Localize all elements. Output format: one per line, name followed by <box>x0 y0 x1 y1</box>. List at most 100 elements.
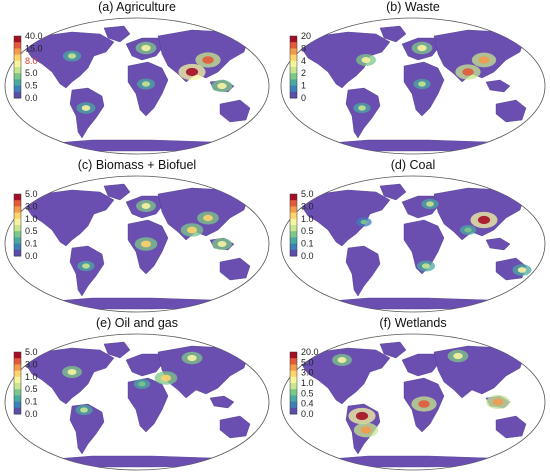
legend-swatch-1 <box>290 200 297 207</box>
land-layer <box>299 183 532 310</box>
hotspot-2-core <box>492 398 504 406</box>
legend-label-4: 0.5 <box>25 81 38 91</box>
legend-swatch-8 <box>14 243 21 251</box>
legend-frame <box>13 351 22 415</box>
legend-swatch-2 <box>14 364 21 372</box>
legend-swatch-8 <box>290 243 297 251</box>
hotspot-4-core <box>464 227 472 233</box>
land-greenland <box>103 25 131 43</box>
hotspot-4-core <box>337 357 347 363</box>
legend-swatch-9 <box>290 249 297 257</box>
hotspot-4-core <box>67 53 77 59</box>
legend-label-1: 3.0 <box>25 201 38 211</box>
legend-label-3: 2 <box>301 68 306 78</box>
hotspot-6-core <box>217 82 227 90</box>
legend-label-5: 0.0 <box>25 409 38 419</box>
legend-swatch-3 <box>14 212 21 220</box>
hotspot-0-core <box>462 68 474 76</box>
legend-label-1: 3.0 <box>301 201 314 211</box>
hotspot-5-core <box>141 81 151 87</box>
land-se-asia <box>485 79 511 93</box>
hotspot-0-core <box>140 240 152 248</box>
legend-frame <box>289 193 298 257</box>
legend-swatch-7 <box>14 79 21 87</box>
hotspot-1-core <box>186 226 198 234</box>
legend-swatch-8 <box>14 401 21 409</box>
legend-swatch-9 <box>290 407 297 415</box>
legend-swatch-2 <box>14 206 21 214</box>
land-se-asia <box>485 237 511 251</box>
legend-frame <box>289 35 298 99</box>
legend-label-3: 5.0 <box>25 68 38 78</box>
hotspot-2-core <box>141 44 151 52</box>
legend-swatch-1 <box>290 42 297 49</box>
land-north-america <box>299 31 391 89</box>
legend-swatch-7 <box>290 395 297 403</box>
legend-label-1: 3.0 <box>25 359 38 369</box>
panel-c-map: 5.0 3.0 1.0 0.5 0.1 0.0 <box>4 175 270 313</box>
hotspot-4-core <box>418 81 426 87</box>
legend-frame <box>289 351 298 415</box>
hotspot-0-core <box>185 67 199 77</box>
legend-label-1: 15.0 <box>25 43 43 53</box>
legend-swatch-2 <box>290 364 297 372</box>
hotspot-2-core <box>421 263 431 269</box>
legend-label-4: 1 <box>301 81 306 91</box>
land-layer <box>23 183 251 310</box>
legend-swatch-3 <box>290 54 297 62</box>
hotspot-2-core <box>67 369 77 375</box>
hotspot-3-core <box>81 105 91 111</box>
legend-label-4: 0.1 <box>301 239 314 249</box>
legend-label-2: 1.0 <box>25 372 38 382</box>
legend-label-5: 0.0 <box>25 251 38 261</box>
legend-swatch-8 <box>14 85 21 93</box>
legend-swatch-7 <box>14 237 21 245</box>
legend-swatch-0 <box>14 194 21 201</box>
land-south-america <box>345 245 381 297</box>
legend-swatch-1 <box>14 200 21 207</box>
hotspot-5-core <box>360 219 368 225</box>
legend-label-2: 1.0 <box>301 214 314 224</box>
legend-swatch-3 <box>290 370 297 378</box>
legend-swatch-6 <box>290 231 297 238</box>
legend-label-6: 0.0 <box>301 409 314 419</box>
legend-swatch-0 <box>290 36 297 43</box>
legend-label-2: 3.0 <box>301 368 314 378</box>
legend-swatch-2 <box>14 48 21 56</box>
legend-swatch-0 <box>290 194 297 201</box>
legend-swatch-1 <box>290 358 297 365</box>
legend-swatch-6 <box>14 389 21 396</box>
land-greenland <box>103 183 131 201</box>
land-europe <box>401 353 441 377</box>
land-australia <box>495 99 527 123</box>
legend-swatch-4 <box>290 376 297 384</box>
land-greenland <box>379 341 407 359</box>
hotspot-3-core <box>80 407 88 413</box>
legend-swatch-9 <box>14 91 21 99</box>
legend-label-5: 0 <box>301 93 306 103</box>
legend-swatch-5 <box>14 383 21 390</box>
legend-swatch-4 <box>14 60 21 68</box>
hotspot-0-core <box>160 374 172 382</box>
hotspot-1-core <box>187 354 197 362</box>
panel-d-map: 5.0 3.0 1.0 0.5 0.1 0.0 <box>280 175 546 313</box>
legend-swatch-0 <box>290 352 297 359</box>
land-australia <box>219 257 251 281</box>
legend-swatch-5 <box>14 225 21 232</box>
legend-swatch-6 <box>290 389 297 396</box>
legend-label-0: 20.0 <box>301 347 319 357</box>
hotspot-1-core <box>478 56 490 64</box>
legend-swatch-1 <box>14 358 21 365</box>
land-greenland <box>379 25 407 43</box>
legend-swatch-8 <box>290 85 297 93</box>
legend-frame <box>13 193 22 257</box>
legend-swatch-9 <box>14 407 21 415</box>
legend-swatch-0 <box>14 352 21 359</box>
panel-c-title: (c) Biomass + Biofuel <box>77 158 197 172</box>
legend-swatch-2 <box>290 48 297 56</box>
legend-swatch-1 <box>14 42 21 49</box>
hotspot-4-core <box>217 241 227 247</box>
land-north-america <box>299 189 391 247</box>
legend-label-2: 4 <box>301 56 306 66</box>
